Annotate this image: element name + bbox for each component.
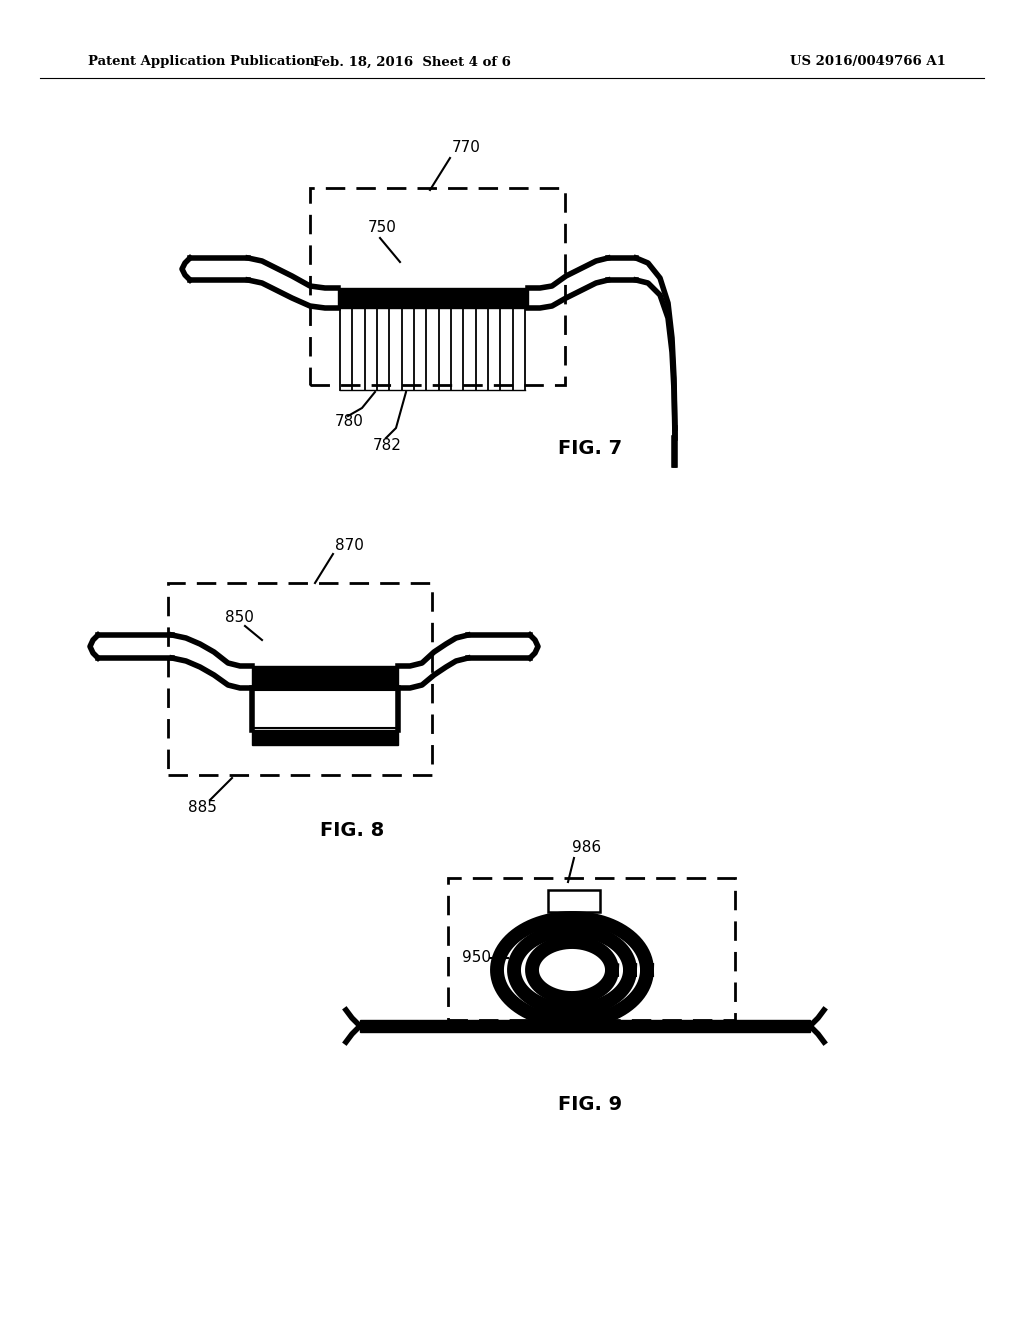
Text: Feb. 18, 2016  Sheet 4 of 6: Feb. 18, 2016 Sheet 4 of 6 [313,55,511,69]
Bar [548,890,600,912]
Text: 750: 750 [368,220,397,235]
Polygon shape [360,1020,810,1032]
Text: 770: 770 [452,140,481,156]
Polygon shape [252,730,398,744]
Bar [310,187,565,385]
Bar [168,583,432,775]
Text: 850: 850 [225,610,254,626]
Text: FIG. 8: FIG. 8 [319,821,384,840]
Text: 782: 782 [373,437,401,453]
Text: 950: 950 [462,950,490,965]
Text: 870: 870 [335,537,364,553]
Text: 986: 986 [572,841,601,855]
Text: US 2016/0049766 A1: US 2016/0049766 A1 [790,55,946,69]
Text: FIG. 9: FIG. 9 [558,1096,622,1114]
Text: FIG. 7: FIG. 7 [558,438,622,458]
Text: Patent Application Publication: Patent Application Publication [88,55,314,69]
Text: 780: 780 [335,414,364,429]
Bar [449,878,735,1020]
Polygon shape [252,667,398,688]
Polygon shape [338,288,528,308]
Text: 885: 885 [188,800,217,816]
